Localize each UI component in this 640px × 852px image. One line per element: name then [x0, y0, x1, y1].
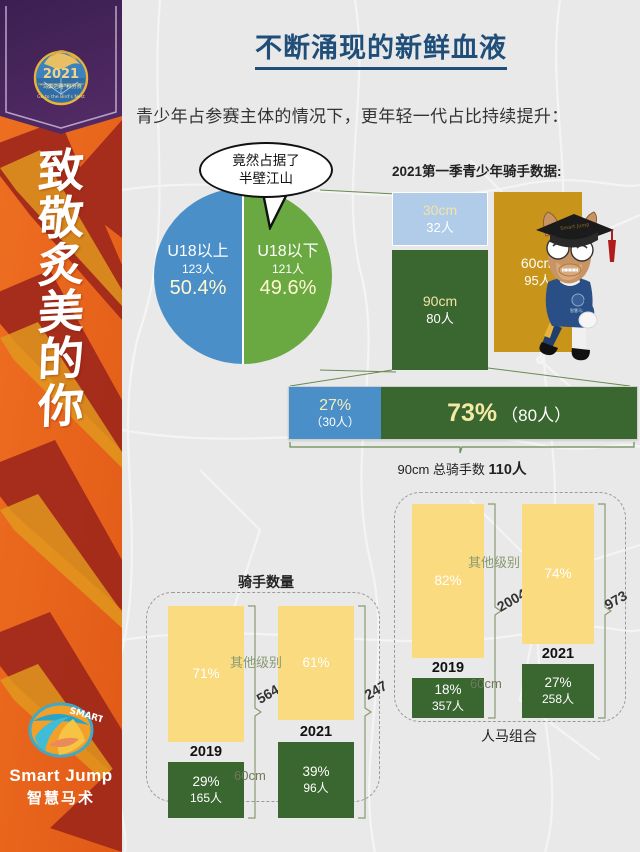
combo-2019-youth-bar: 18% 357人 [412, 678, 484, 718]
rider-2019-youth-bar: 29% 165人 [168, 762, 244, 818]
cm90-total-prefix: 90cm 总骑手数 [397, 462, 489, 477]
rider-2021-other-pct: 61% [302, 655, 330, 671]
combo-2019-other-bar: 82% [412, 504, 484, 658]
hbar-73-count: （80人） [501, 405, 572, 425]
hbar-73-pct: 73% [447, 398, 498, 427]
page-title: 不断涌现的新鲜血液 [122, 26, 640, 70]
combo-2021-youth-count: 258人 [541, 691, 575, 706]
combo-section-title: 人马组合 [481, 728, 537, 744]
hbar-segment-27: 27% （30人） [289, 387, 382, 439]
bar-60cm-count: 95人 [524, 272, 552, 288]
hbar-27-pct: 27% [319, 397, 352, 415]
callout-line-1: 竟然占据了 [232, 153, 300, 169]
slogan-char-3: 炙 [36, 236, 86, 293]
pie-left-label: U18以上 [167, 243, 229, 260]
rider-2019-other-bar: 71% [168, 606, 244, 742]
class-to-hbar-connector [289, 367, 631, 387]
pie-left-count: 123人 [181, 261, 215, 276]
pie-right-count: 121人 [271, 261, 305, 276]
pie-slice-label-left: U18以上 123人 50.4% [156, 242, 240, 301]
rider-2019-other-pct: 71% [192, 666, 220, 682]
combo-2019-youth-count: 357人 [431, 698, 465, 713]
combo-other-class-label: 其他级别 [468, 555, 521, 570]
combo-2019-brace-icon [488, 503, 502, 719]
svg-text:2021: 2021 [43, 67, 79, 82]
bar-90cm-count: 80人 [426, 310, 454, 326]
combo-2019-youth-pct: 18% [434, 682, 462, 698]
bar-30cm-class: 30cm [422, 202, 458, 219]
left-ribbon: 2021 “鸟巢之路”积分赛 Go to the Bird's Nest 致 敬… [0, 0, 122, 852]
bar-class-90cm: 90cm 80人 [392, 250, 488, 370]
combo-2021-other-pct: 74% [544, 566, 572, 582]
slogan-char-4: 美 [36, 283, 86, 340]
callout-bubble: 竟然占据了 半壁江山 [199, 142, 333, 198]
rider-2021-youth-pct: 39% [302, 764, 330, 780]
pie-right-pct: 49.6% [259, 277, 317, 300]
hbar-brace-icon [289, 442, 635, 454]
rider-2019-youth-count: 165人 [189, 790, 223, 805]
rider-2021-youth-count: 96人 [303, 780, 329, 795]
rider-other-class-label: 其他级别 [230, 655, 283, 670]
page-subtitle: 青少年占参赛主体的情况下，更年轻一代占比持续提升： [136, 107, 569, 126]
hbar-27-count: （30人） [310, 415, 360, 430]
svg-text:“鸟巢之路”积分赛: “鸟巢之路”积分赛 [40, 82, 83, 90]
smart-jump-ball-icon: SMART [28, 702, 105, 758]
bar-class-30cm: 30cm 32人 [392, 192, 488, 246]
combo-2019-other-pct: 82% [434, 573, 462, 589]
rider-2021-brace-icon [358, 605, 372, 819]
section-youth-2021-title: 2021第一季青少年骑手数据: [392, 164, 562, 179]
combo-dashed-frame [394, 492, 626, 722]
slogan-char-5: 的 [36, 330, 86, 387]
ribbon-vertical-slogan: 致 敬 炙 美 的 你 [0, 143, 122, 434]
combo-2021-youth-bar: 27% 258人 [522, 664, 594, 718]
rider-2021-year: 2021 [299, 724, 333, 740]
pie-left-pct: 50.4% [169, 277, 227, 300]
combo-2019-year: 2019 [431, 660, 465, 676]
callout-line-2: 半壁江山 [239, 171, 293, 186]
cm90-total-value: 110人 [488, 462, 527, 478]
cm90-total-label: 90cm 总骑手数 110人 [288, 458, 636, 479]
rider-2021-youth-bar: 39% 96人 [278, 742, 354, 818]
medal-emblem-icon: 2021 “鸟巢之路”积分赛 Go to the Bird's Nest [33, 50, 89, 106]
rider-count-dashed-frame [146, 592, 380, 802]
svg-text:Go to the Bird's Nest: Go to the Bird's Nest [37, 94, 85, 100]
slogan-char-6: 你 [36, 377, 86, 434]
bar-90cm-class: 90cm [422, 293, 458, 310]
combo-class-label-60cm: 60cm [470, 676, 502, 691]
pie-right-label: U18以下 [257, 243, 319, 260]
page-title-text: 不断涌现的新鲜血液 [255, 33, 507, 70]
bar-60cm-class: 60cm [520, 255, 556, 272]
logo-name: Smart Jump [9, 766, 113, 785]
combo-2021-youth-pct: 27% [544, 675, 572, 691]
rider-2019-brace-icon [248, 605, 262, 819]
combo-2021-other-bar: 74% [522, 504, 594, 644]
bar-30cm-count: 32人 [426, 219, 454, 235]
rider-2019-year: 2019 [189, 744, 223, 760]
rider-2019-youth-pct: 29% [192, 774, 220, 790]
age-split-pie-chart: U18以上 123人 50.4% U18以下 121人 49.6% [152, 186, 334, 366]
horse-mascot-icon: 智慧马术 Smart Jump [536, 211, 616, 361]
slogan-char-2: 敬 [36, 189, 86, 247]
pie-slice-label-right: U18以下 121人 49.6% [246, 242, 330, 301]
combo-2021-year: 2021 [541, 646, 575, 662]
logo-subtitle: 智慧马术 [26, 790, 95, 807]
hbar-segment-73: 73% （80人） [381, 387, 637, 439]
brand-logo: SMART Smart Jump 智慧马术 [0, 697, 122, 808]
pie-svg [154, 188, 332, 364]
chart-rider-count-title: 骑手数量 [238, 574, 294, 590]
rider-2021-other-bar: 61% [278, 606, 354, 720]
combo-2021-brace-icon [598, 503, 612, 719]
cm90-share-bar: 27% （30人） 73% （80人） [288, 386, 638, 440]
rider-class-label-60cm: 60cm [234, 768, 266, 783]
